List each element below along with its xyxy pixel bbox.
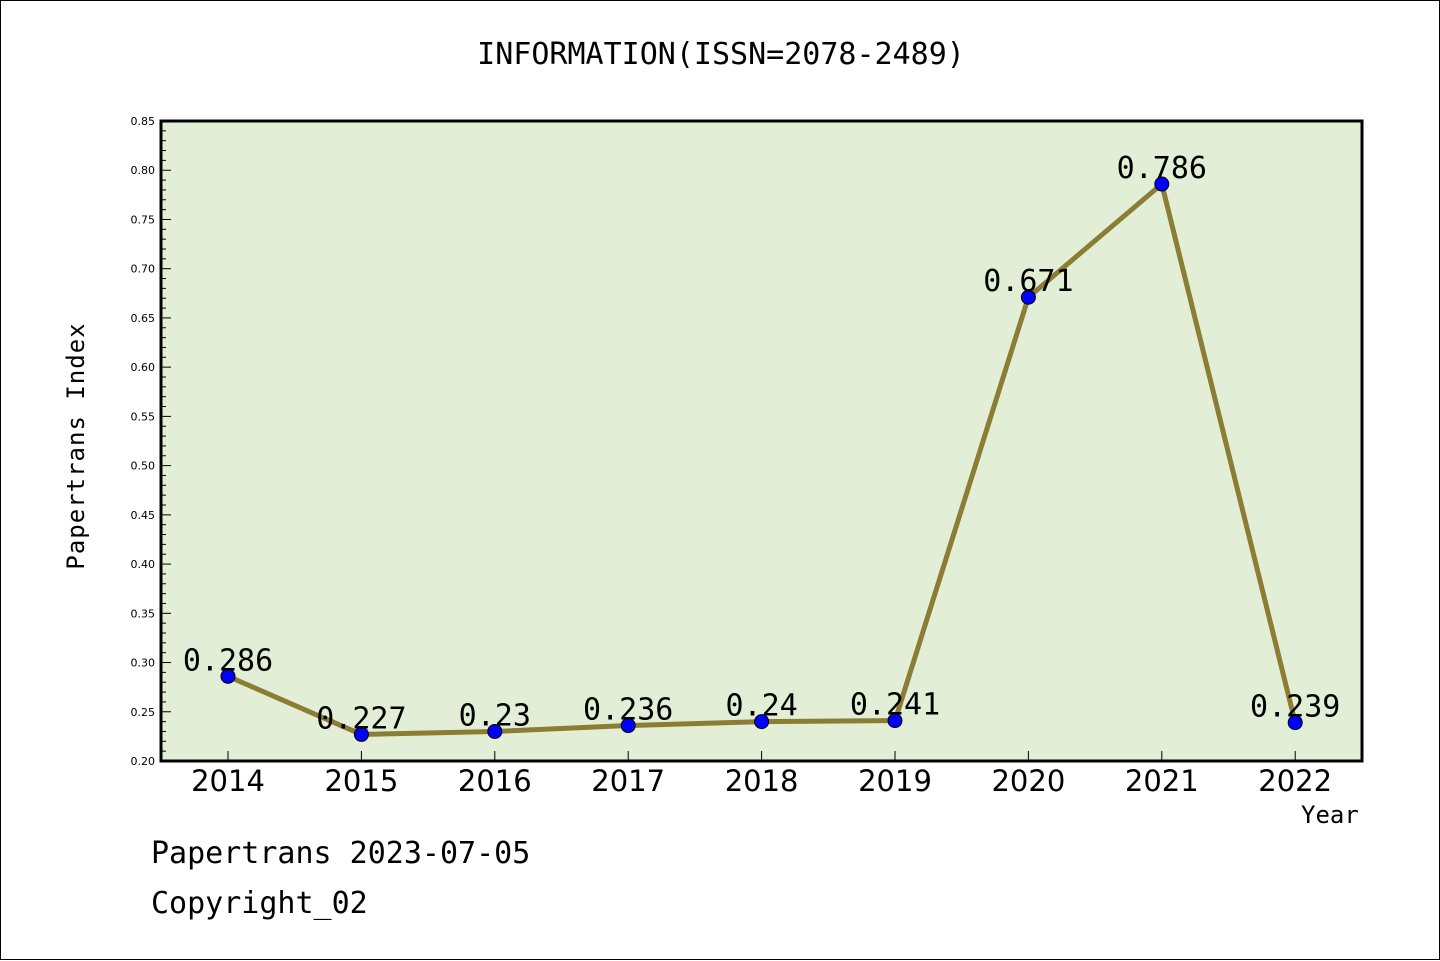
data-point [353,726,369,742]
x-tick-label: 2014 [191,764,265,798]
data-label: 0.671 [983,264,1073,299]
y-tick-label: 0.35 [131,607,156,620]
y-tick-label: 0.30 [131,657,156,670]
data-label: 0.286 [183,643,273,678]
y-tick-label: 0.70 [131,263,156,276]
data-label: 0.227 [316,701,406,736]
y-tick-label: 0.20 [131,755,156,768]
data-point [220,668,236,684]
y-tick-label: 0.45 [131,509,156,522]
data-label: 0.239 [1250,690,1340,725]
data-point [754,714,770,730]
data-label: 0.23 [459,698,531,733]
data-label: 0.24 [725,689,797,724]
x-axis-label: Year [1301,801,1359,829]
y-tick-label: 0.25 [131,706,156,719]
x-tick-label: 2021 [1125,764,1199,798]
data-point [1287,715,1303,731]
data-point [1154,176,1170,192]
x-tick-label: 2017 [591,764,665,798]
x-tick-label: 2022 [1258,764,1332,798]
y-tick-label: 0.55 [131,410,156,423]
data-label: 0.241 [850,688,940,723]
data-label: 0.236 [583,693,673,728]
data-point [1020,289,1036,305]
y-tick-label: 0.75 [131,213,156,226]
y-tick-label: 0.85 [131,115,156,128]
data-label: 0.786 [1117,151,1207,186]
x-tick-label: 2015 [324,764,398,798]
x-tick-label: 2018 [725,764,799,798]
x-tick-label: 2016 [458,764,532,798]
chart-title: INFORMATION(ISSN=2078-2489) [477,37,965,72]
footer-date: Papertrans 2023-07-05 [151,836,531,871]
footer-copyright: Copyright_02 [151,886,368,921]
y-tick-label: 0.50 [131,460,156,473]
y-tick-label: 0.40 [131,558,156,571]
y-tick-label: 0.60 [131,361,156,374]
x-tick-label: 2019 [858,764,932,798]
y-tick-label: 0.65 [131,312,156,325]
data-point [487,723,503,739]
data-point [620,718,636,734]
y-tick-label: 0.80 [131,164,156,177]
data-point [887,713,903,729]
x-tick-label: 2020 [991,764,1065,798]
plot-background [159,119,1364,763]
